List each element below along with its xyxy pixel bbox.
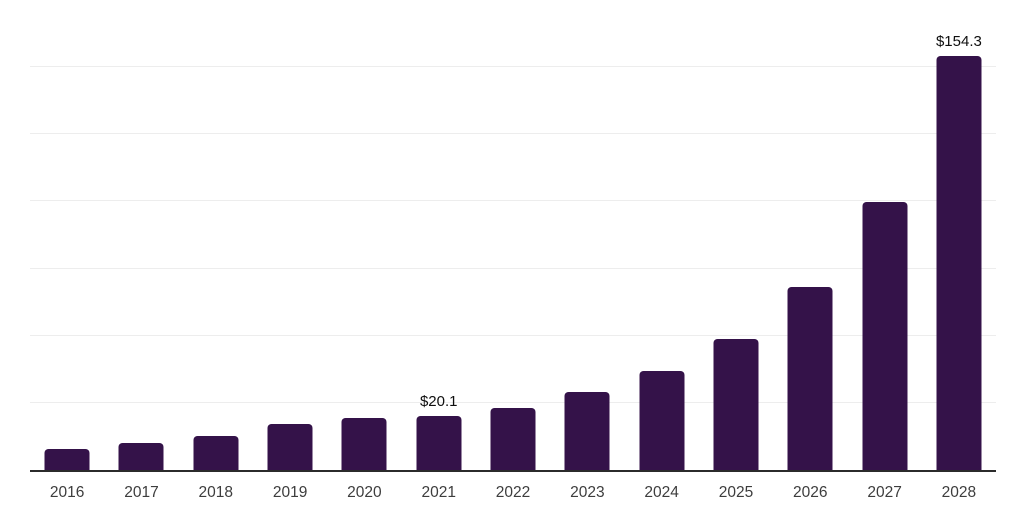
x-tick-label-2022: 2022 (495, 484, 531, 501)
bar-2016 (44, 449, 90, 470)
x-tick-label-2024: 2024 (644, 484, 679, 501)
x-tick-label-2028: 2028 (941, 484, 977, 501)
bar-2021 (416, 416, 462, 470)
bar-2026 (787, 287, 833, 470)
x-tick-label-2027: 2027 (867, 484, 902, 501)
bar-2018 (193, 435, 239, 470)
bar-slot-2024 (625, 0, 699, 470)
x-tick-label-2017: 2017 (124, 484, 159, 501)
bar-2017 (118, 442, 164, 470)
x-tick-label-2016: 2016 (49, 484, 85, 501)
bar-slot-2019 (253, 0, 327, 470)
bar-slot-2020 (327, 0, 401, 470)
bar-slot-2028: $154.3 (922, 0, 996, 470)
bar-slot-2026 (773, 0, 847, 470)
gridline-75 (30, 267, 996, 269)
plot-area: $20.1 $154.3 (30, 0, 996, 472)
gridline-25 (30, 401, 996, 403)
bar-2019 (267, 424, 313, 470)
bars-layer: $20.1 $154.3 (30, 0, 996, 470)
bar-2025 (713, 338, 759, 470)
x-tick-label-2019: 2019 (272, 484, 308, 501)
bar-slot-2016 (30, 0, 104, 470)
bar-2024 (639, 371, 685, 470)
bar-slot-2021: $20.1 (402, 0, 476, 470)
bar-value-label-2021: $20.1 (419, 393, 458, 411)
bar-2028 (936, 55, 982, 470)
bar-slot-2025 (699, 0, 773, 470)
bar-2023 (564, 391, 610, 470)
bar-slot-2022 (476, 0, 550, 470)
x-tick-label-2020: 2020 (347, 484, 382, 501)
bar-value-label-2028: $154.3 (935, 32, 982, 50)
x-tick-label-2025: 2025 (718, 484, 754, 501)
bar-2027 (862, 201, 908, 470)
bar-2020 (341, 417, 387, 470)
gridline-100 (30, 200, 996, 202)
x-tick-label-2021: 2021 (421, 484, 456, 501)
x-tick-label-2023: 2023 (570, 484, 605, 501)
bar-slot-2023 (550, 0, 624, 470)
bar-slot-2027 (847, 0, 921, 470)
x-axis-labels: 2016 2017 2018 2019 2020 2021 2022 2023 2024 2025… (30, 472, 996, 501)
x-tick-label-2018: 2018 (198, 484, 234, 501)
bar-slot-2017 (104, 0, 178, 470)
gridline-150 (30, 66, 996, 68)
bar-2022 (490, 407, 536, 470)
gridline-125 (30, 133, 996, 135)
x-tick-label-2026: 2026 (793, 484, 828, 501)
gridline-50 (30, 334, 996, 336)
bar-slot-2018 (179, 0, 253, 470)
